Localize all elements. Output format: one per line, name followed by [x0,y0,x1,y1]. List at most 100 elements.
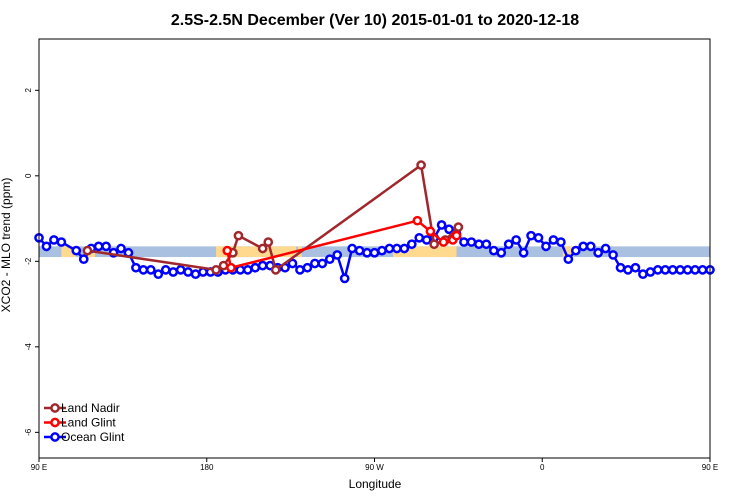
land-nadir-point [453,222,464,232]
legend-item-land-glint: Land Glint [44,416,116,430]
ocean-glint-point [474,239,484,250]
legend-label: Ocean Glint [61,430,125,444]
ocean-glint-point [332,250,343,260]
x-tick-label: 90 W [365,463,384,472]
ocean-glint-point [242,265,253,275]
ocean-glint-point [295,265,305,275]
x-tick-label: 0 [540,463,545,472]
ocean-glint-point [138,265,149,275]
y-axis: 2 0 -2 -4 -6 [24,88,39,436]
ocean-glint-point [78,254,89,265]
ocean-glint-point [563,254,574,265]
ocean-glint-point [414,232,425,243]
ocean-glint-point [675,265,686,275]
ocean-glint-point [488,245,499,256]
ocean-glint-point [578,241,589,252]
ocean-glint-point [250,262,261,273]
land-nadir-point [429,239,439,250]
ocean-glint-point [660,265,671,275]
ocean-glint-point [377,245,387,256]
ocean-glint-point [697,265,708,275]
ocean-glint-point [392,243,402,254]
chart-title: 2.5S-2.5N December (Ver 10) 2015-01-01 t… [171,12,579,29]
ocean-glint-point [190,269,201,280]
land-glint-point [222,245,233,256]
land-nadir-point [257,243,268,254]
land-nadir-point [233,230,244,241]
ocean-glint-point [682,265,693,275]
ocean-glint-point [362,247,372,258]
ocean-glint-point [287,258,298,269]
x-tick-label: 90 E [702,463,718,472]
series-layer [34,160,715,284]
land-glint-point [226,262,236,273]
ocean-glint-point [511,235,522,245]
x-tick-label: 180 [200,463,214,472]
y-axis-label: XCO2 - MLO trend (ppm) [0,178,13,313]
ocean-glint-point [399,243,410,254]
ocean-glint-point [533,232,544,243]
ocean-glint-point [302,262,313,273]
ocean-glint-point [556,237,566,247]
ocean-glint-point [585,241,596,252]
land-glint-point [412,215,423,226]
ocean-glint-point [638,269,648,280]
ocean-glint-point [496,247,507,258]
ocean-glint-point [183,267,193,277]
land-nadir-point [416,160,426,170]
ocean-glint-point [93,241,104,252]
ocean-glint-point [541,241,551,252]
ocean-glint-point [615,262,626,273]
ocean-glint-point [503,239,514,250]
ocean-glint-point [570,245,581,256]
land-glint-point [438,237,449,247]
ocean-glint-point [384,243,395,254]
land-band-segment [562,246,574,258]
ocean-glint-point [339,273,350,284]
ocean-glint-point [690,265,700,275]
ocean-glint-point [481,239,492,250]
ocean-glint-point [347,243,357,254]
land-nadir-point [270,265,281,275]
ocean-glint-point [459,237,469,247]
ocean-glint-point [444,224,454,235]
legend-item-ocean-glint: Ocean Glint [44,430,125,444]
ocean-glint-point [623,265,633,275]
ocean-glint-point [324,254,335,265]
legend-swatch-marker [50,417,60,428]
y-tick-label: -2 [24,257,33,265]
land-nadir-point [82,245,93,256]
ocean-glint-point [406,239,417,250]
ocean-glint-point [131,262,141,273]
ocean-glint-point [257,260,268,271]
legend-swatch-marker [50,403,60,413]
ocean-glint-point [71,245,82,256]
ocean-glint-point [548,235,559,245]
ocean-glint-point [153,269,164,280]
land-glint-series [222,215,462,273]
ocean-glint-point [608,250,618,260]
ocean-glint-point [56,237,67,247]
x-axis-label: Longitude [349,477,402,491]
y-tick-label: 0 [24,173,33,178]
ocean-glint-point [160,265,171,275]
ocean-glint-point [175,265,186,275]
ocean-glint-point [526,230,536,241]
ocean-glint-point [652,265,663,275]
ocean-glint-point [369,247,380,258]
ocean-glint-point [101,241,111,252]
legend-label: Land Nadir [61,401,120,415]
land-nadir-point [263,237,274,247]
y-tick-label: -4 [24,343,33,351]
land-band-segment [393,246,457,258]
land-nadir-point [211,265,221,275]
ocean-glint-point [354,245,365,256]
land-glint-point [425,226,436,237]
ocean-glint-point [645,267,656,277]
ocean-glint-point [436,220,447,230]
land-band-segment [216,246,297,258]
ocean-glint-point [168,267,179,277]
ocean-glint-point [518,247,529,258]
